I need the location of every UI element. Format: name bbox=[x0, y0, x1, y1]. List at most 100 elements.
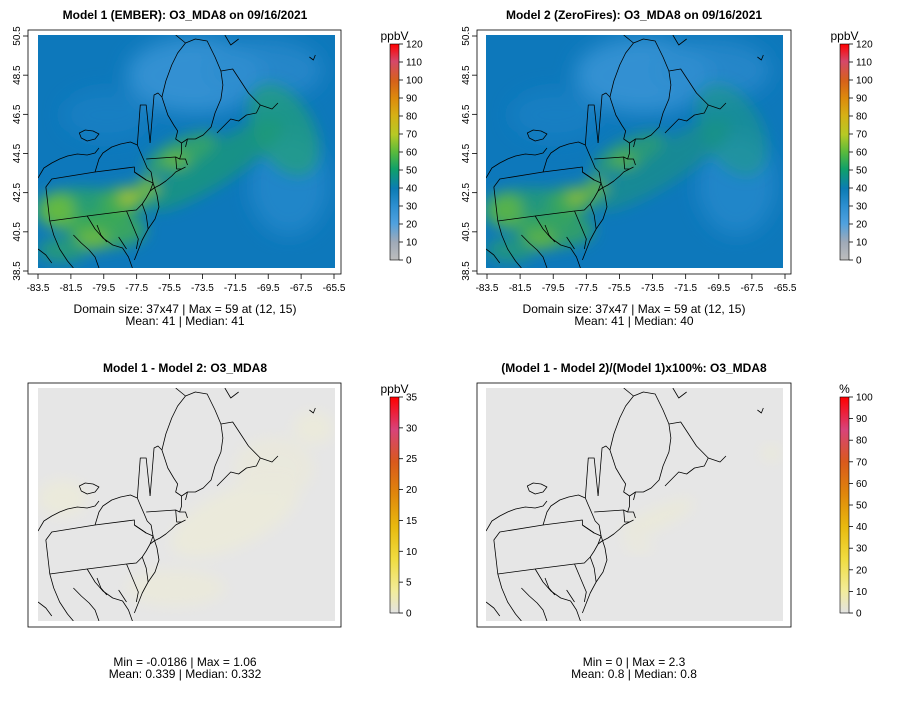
panel-title: (Model 1 - Model 2)/(Model 1)x100%: O3_M… bbox=[501, 361, 767, 375]
x-tick-label: -81.5 bbox=[509, 283, 532, 294]
panel-title: Model 2 (ZeroFires): O3_MDA8 on 09/16/20… bbox=[506, 8, 762, 22]
colorbar-tick-label: 80 bbox=[406, 112, 418, 123]
x-tick-label: -77.5 bbox=[125, 283, 148, 294]
colorbar-tick-label: 30 bbox=[856, 202, 868, 213]
colorbar-tick-label: 50 bbox=[406, 166, 418, 177]
colorbar-ramp bbox=[389, 43, 400, 261]
colorbar-tick-label: 20 bbox=[856, 565, 868, 576]
colorbar-tick-label: 20 bbox=[406, 220, 418, 231]
colorbar-tick-label: 25 bbox=[406, 454, 418, 465]
colorbar-tick-label: 20 bbox=[406, 485, 418, 496]
stats-line-1: Min = 0 | Max = 2.3 bbox=[583, 655, 686, 669]
x-tick-label: -69.5 bbox=[257, 283, 280, 294]
y-tick-label: 50.5 bbox=[461, 26, 472, 46]
x-tick-label: -67.5 bbox=[290, 283, 313, 294]
y-axis: 38.5 40.5 42.5 44.5 46.5 48.5 50.5 bbox=[12, 26, 28, 281]
x-tick-label: -71.5 bbox=[674, 283, 697, 294]
y-tick-label: 44.5 bbox=[12, 143, 23, 163]
y-axis: 38.5 40.5 42.5 44.5 46.5 48.5 50.5 bbox=[461, 26, 477, 281]
y-tick-label: 40.5 bbox=[461, 222, 472, 242]
colorbar-tick-label: 50 bbox=[856, 501, 868, 512]
y-tick-label: 50.5 bbox=[12, 26, 23, 46]
map-frame bbox=[476, 29, 792, 275]
colorbar-tick-label: 110 bbox=[856, 58, 872, 69]
colorbar-tick-label: 60 bbox=[406, 148, 418, 159]
x-tick-label: -81.5 bbox=[59, 283, 82, 294]
colorbar: ppbV 0 10 20 30 40 50 60 70 80 90 100 110 120 bbox=[380, 29, 423, 267]
x-tick-label: -75.5 bbox=[608, 283, 631, 294]
colorbar-tick-label: 60 bbox=[856, 479, 868, 490]
y-tick-label: 46.5 bbox=[12, 104, 23, 124]
colorbar-tick-label: 10 bbox=[406, 547, 418, 558]
colorbar-tick-label: 10 bbox=[856, 587, 868, 598]
colorbar-tick-label: 90 bbox=[856, 414, 868, 425]
y-tick-label: 42.5 bbox=[12, 182, 23, 202]
colorbar-tick-label: 30 bbox=[856, 544, 868, 555]
x-tick-label: -79.5 bbox=[542, 283, 565, 294]
colorbar: % 0 10 20 30 40 50 60 70 80 90 100 bbox=[839, 382, 873, 620]
panel-difference: Model 1 - Model 2: O3_MDA8 Min = -0.0186… bbox=[27, 361, 418, 681]
stats-line-1: Domain size: 37x47 | Max = 59 at (12, 15… bbox=[74, 302, 297, 316]
y-tick-label: 48.5 bbox=[461, 65, 472, 85]
colorbar-tick-label: 40 bbox=[406, 184, 418, 195]
map-frame bbox=[27, 29, 342, 275]
panel-model1: Model 1 (EMBER): O3_MDA8 on 09/16/2021 -… bbox=[12, 8, 423, 328]
colorbar-tick-label: 40 bbox=[856, 522, 868, 533]
x-tick-label: -65.5 bbox=[323, 283, 346, 294]
colorbar: ppbV 0 5 10 15 20 25 30 35 bbox=[380, 382, 417, 620]
x-tick-label: -79.5 bbox=[92, 283, 115, 294]
colorbar-tick-label: 35 bbox=[406, 393, 418, 404]
x-tick-label: -65.5 bbox=[774, 283, 797, 294]
x-tick-label: -69.5 bbox=[707, 283, 730, 294]
colorbar-tick-label: 90 bbox=[856, 94, 868, 105]
y-tick-label: 40.5 bbox=[12, 222, 23, 242]
x-tick-label: -73.5 bbox=[641, 283, 664, 294]
colorbar-ramp bbox=[839, 396, 850, 614]
colorbar-unit: ppbV bbox=[380, 382, 408, 396]
y-tick-label: 38.5 bbox=[461, 261, 472, 281]
colorbar-unit: % bbox=[839, 382, 850, 396]
x-tick-label: -67.5 bbox=[740, 283, 763, 294]
colorbar-tick-label: 30 bbox=[406, 423, 418, 434]
panel-model2: Model 2 (ZeroFires): O3_MDA8 on 09/16/20… bbox=[461, 8, 873, 328]
colorbar-tick-label: 0 bbox=[856, 256, 862, 267]
colorbar-tick-label: 10 bbox=[856, 238, 868, 249]
colorbar-tick-label: 70 bbox=[406, 130, 418, 141]
colorbar-tick-label: 80 bbox=[856, 436, 868, 447]
y-tick-label: 44.5 bbox=[461, 143, 472, 163]
colorbar-tick-label: 70 bbox=[856, 130, 868, 141]
colorbar-tick-label: 15 bbox=[406, 516, 418, 527]
map-frame bbox=[476, 382, 792, 628]
panel-title: Model 1 (EMBER): O3_MDA8 on 09/16/2021 bbox=[63, 8, 308, 22]
colorbar-unit: ppbV bbox=[380, 29, 408, 43]
stats-line-1: Min = -0.0186 | Max = 1.06 bbox=[113, 655, 257, 669]
colorbar-tick-label: 110 bbox=[406, 58, 422, 69]
colorbar-tick-label: 40 bbox=[856, 184, 868, 195]
map-frame bbox=[27, 382, 342, 628]
x-tick-label: -83.5 bbox=[476, 283, 499, 294]
stats-line-2: Mean: 0.339 | Median: 0.332 bbox=[109, 667, 262, 681]
colorbar-tick-label: 120 bbox=[856, 40, 873, 51]
colorbar-tick-label: 20 bbox=[856, 220, 868, 231]
stats-line-2: Mean: 0.8 | Median: 0.8 bbox=[571, 667, 697, 681]
y-tick-label: 46.5 bbox=[461, 104, 472, 124]
colorbar-tick-label: 50 bbox=[856, 166, 868, 177]
x-axis: -83.5 -81.5 -79.5 -77.5 -75.5 -73.5 -71.5 -69.5… bbox=[27, 274, 346, 294]
x-axis: -83.5 -81.5 -79.5 -77.5 -75.5 -73.5 -71.5 -69.5… bbox=[476, 274, 797, 294]
x-tick-label: -73.5 bbox=[191, 283, 214, 294]
colorbar-tick-label: 5 bbox=[406, 578, 412, 589]
panel-title: Model 1 - Model 2: O3_MDA8 bbox=[103, 361, 267, 375]
colorbar: ppbV 0 10 20 30 40 50 60 70 80 90 100 110 120 bbox=[830, 29, 873, 267]
colorbar-tick-label: 100 bbox=[856, 393, 873, 404]
stats-line-2: Mean: 41 | Median: 41 bbox=[125, 314, 245, 328]
x-tick-label: -77.5 bbox=[575, 283, 598, 294]
y-tick-label: 42.5 bbox=[461, 182, 472, 202]
stats-line-1: Domain size: 37x47 | Max = 59 at (12, 15… bbox=[523, 302, 746, 316]
colorbar-tick-label: 30 bbox=[406, 202, 418, 213]
colorbar-ramp bbox=[839, 43, 850, 261]
x-tick-label: -71.5 bbox=[224, 283, 247, 294]
colorbar-tick-label: 60 bbox=[856, 148, 868, 159]
colorbar-tick-label: 90 bbox=[406, 94, 418, 105]
colorbar-tick-label: 0 bbox=[406, 609, 412, 620]
colorbar-ramp bbox=[389, 396, 400, 614]
